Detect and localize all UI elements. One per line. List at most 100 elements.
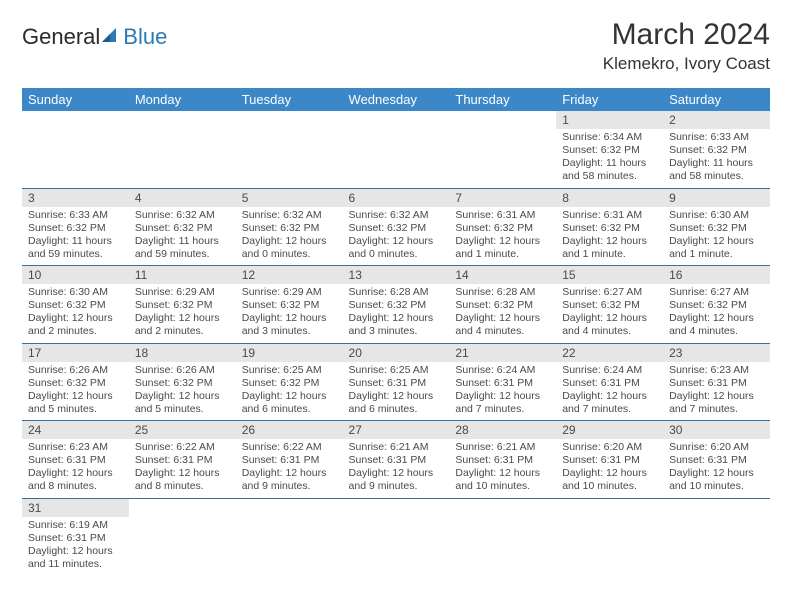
calendar-day-cell: 8Sunrise: 6:31 AMSunset: 6:32 PMDaylight…: [556, 188, 663, 266]
sunrise-text: Sunrise: 6:27 AM: [562, 286, 657, 299]
sunrise-text: Sunrise: 6:33 AM: [28, 209, 123, 222]
calendar-day-cell: [22, 111, 129, 188]
day-info: Sunrise: 6:27 AMSunset: 6:32 PMDaylight:…: [663, 284, 770, 343]
daylight-text: Daylight: 11 hours and 59 minutes.: [28, 235, 123, 261]
day-number: 20: [343, 344, 450, 362]
sunrise-text: Sunrise: 6:29 AM: [242, 286, 337, 299]
daylight-text: Daylight: 12 hours and 1 minute.: [562, 235, 657, 261]
daylight-text: Daylight: 12 hours and 7 minutes.: [562, 390, 657, 416]
day-number: 28: [449, 421, 556, 439]
sunrise-text: Sunrise: 6:28 AM: [349, 286, 444, 299]
day-info: Sunrise: 6:25 AMSunset: 6:31 PMDaylight:…: [343, 362, 450, 421]
sunset-text: Sunset: 6:31 PM: [135, 454, 230, 467]
daylight-text: Daylight: 11 hours and 59 minutes.: [135, 235, 230, 261]
calendar-week-row: 31Sunrise: 6:19 AMSunset: 6:31 PMDayligh…: [22, 498, 770, 575]
daylight-text: Daylight: 12 hours and 11 minutes.: [28, 545, 123, 571]
sunrise-text: Sunrise: 6:21 AM: [455, 441, 550, 454]
day-info: Sunrise: 6:24 AMSunset: 6:31 PMDaylight:…: [449, 362, 556, 421]
daylight-text: Daylight: 12 hours and 9 minutes.: [349, 467, 444, 493]
sunset-text: Sunset: 6:32 PM: [135, 377, 230, 390]
sunset-text: Sunset: 6:32 PM: [242, 222, 337, 235]
day-info: Sunrise: 6:23 AMSunset: 6:31 PMDaylight:…: [22, 439, 129, 498]
calendar-day-cell: 31Sunrise: 6:19 AMSunset: 6:31 PMDayligh…: [22, 498, 129, 575]
sunset-text: Sunset: 6:31 PM: [28, 532, 123, 545]
daylight-text: Daylight: 12 hours and 10 minutes.: [669, 467, 764, 493]
calendar-day-cell: [129, 111, 236, 188]
calendar-day-cell: 2Sunrise: 6:33 AMSunset: 6:32 PMDaylight…: [663, 111, 770, 188]
sunrise-text: Sunrise: 6:23 AM: [669, 364, 764, 377]
sunrise-text: Sunrise: 6:32 AM: [242, 209, 337, 222]
day-info: Sunrise: 6:24 AMSunset: 6:31 PMDaylight:…: [556, 362, 663, 421]
calendar-day-cell: [343, 498, 450, 575]
weekday-header-row: Sunday Monday Tuesday Wednesday Thursday…: [22, 88, 770, 111]
daylight-text: Daylight: 12 hours and 5 minutes.: [28, 390, 123, 416]
sunset-text: Sunset: 6:32 PM: [455, 299, 550, 312]
daylight-text: Daylight: 12 hours and 9 minutes.: [242, 467, 337, 493]
day-info: Sunrise: 6:28 AMSunset: 6:32 PMDaylight:…: [449, 284, 556, 343]
day-info: Sunrise: 6:33 AMSunset: 6:32 PMDaylight:…: [663, 129, 770, 188]
sunrise-text: Sunrise: 6:34 AM: [562, 131, 657, 144]
day-number: 8: [556, 189, 663, 207]
calendar-day-cell: 29Sunrise: 6:20 AMSunset: 6:31 PMDayligh…: [556, 421, 663, 499]
day-info: Sunrise: 6:29 AMSunset: 6:32 PMDaylight:…: [129, 284, 236, 343]
logo: General Blue: [22, 18, 167, 50]
day-number: 11: [129, 266, 236, 284]
day-number: 1: [556, 111, 663, 129]
sunset-text: Sunset: 6:31 PM: [669, 377, 764, 390]
sunset-text: Sunset: 6:32 PM: [562, 222, 657, 235]
daylight-text: Daylight: 12 hours and 0 minutes.: [349, 235, 444, 261]
sunset-text: Sunset: 6:31 PM: [562, 377, 657, 390]
day-number: 5: [236, 189, 343, 207]
calendar-day-cell: 15Sunrise: 6:27 AMSunset: 6:32 PMDayligh…: [556, 266, 663, 344]
location: Klemekro, Ivory Coast: [603, 54, 770, 74]
calendar-day-cell: 27Sunrise: 6:21 AMSunset: 6:31 PMDayligh…: [343, 421, 450, 499]
sunrise-text: Sunrise: 6:24 AM: [455, 364, 550, 377]
sunrise-text: Sunrise: 6:24 AM: [562, 364, 657, 377]
sunrise-text: Sunrise: 6:20 AM: [562, 441, 657, 454]
weekday-header: Thursday: [449, 88, 556, 111]
daylight-text: Daylight: 12 hours and 10 minutes.: [562, 467, 657, 493]
sunset-text: Sunset: 6:32 PM: [669, 299, 764, 312]
day-number: 21: [449, 344, 556, 362]
calendar-day-cell: 14Sunrise: 6:28 AMSunset: 6:32 PMDayligh…: [449, 266, 556, 344]
sunset-text: Sunset: 6:31 PM: [28, 454, 123, 467]
sunset-text: Sunset: 6:32 PM: [349, 222, 444, 235]
sunrise-text: Sunrise: 6:19 AM: [28, 519, 123, 532]
calendar-day-cell: 28Sunrise: 6:21 AMSunset: 6:31 PMDayligh…: [449, 421, 556, 499]
sunrise-text: Sunrise: 6:22 AM: [135, 441, 230, 454]
day-info: Sunrise: 6:30 AMSunset: 6:32 PMDaylight:…: [22, 284, 129, 343]
day-info: Sunrise: 6:30 AMSunset: 6:32 PMDaylight:…: [663, 207, 770, 266]
sunrise-text: Sunrise: 6:22 AM: [242, 441, 337, 454]
calendar-day-cell: 7Sunrise: 6:31 AMSunset: 6:32 PMDaylight…: [449, 188, 556, 266]
calendar-day-cell: 21Sunrise: 6:24 AMSunset: 6:31 PMDayligh…: [449, 343, 556, 421]
day-info: Sunrise: 6:32 AMSunset: 6:32 PMDaylight:…: [129, 207, 236, 266]
sunrise-text: Sunrise: 6:28 AM: [455, 286, 550, 299]
daylight-text: Daylight: 11 hours and 58 minutes.: [562, 157, 657, 183]
day-info: Sunrise: 6:22 AMSunset: 6:31 PMDaylight:…: [129, 439, 236, 498]
day-number: 6: [343, 189, 450, 207]
day-number: 10: [22, 266, 129, 284]
sunrise-text: Sunrise: 6:26 AM: [135, 364, 230, 377]
sunset-text: Sunset: 6:32 PM: [562, 144, 657, 157]
calendar-week-row: 1 Sunrise: 6:34 AMSunset: 6:32 PMDaylight…: [22, 111, 770, 188]
daylight-text: Daylight: 12 hours and 3 minutes.: [349, 312, 444, 338]
weekday-header: Friday: [556, 88, 663, 111]
sunset-text: Sunset: 6:32 PM: [135, 222, 230, 235]
calendar-week-row: 3Sunrise: 6:33 AMSunset: 6:32 PMDaylight…: [22, 188, 770, 266]
day-number: 14: [449, 266, 556, 284]
sunrise-text: Sunrise: 6:31 AM: [455, 209, 550, 222]
daylight-text: Daylight: 12 hours and 1 minute.: [669, 235, 764, 261]
weekday-header: Monday: [129, 88, 236, 111]
daylight-text: Daylight: 12 hours and 0 minutes.: [242, 235, 337, 261]
weekday-header: Saturday: [663, 88, 770, 111]
sunrise-text: Sunrise: 6:25 AM: [242, 364, 337, 377]
day-info: Sunrise: 6:27 AMSunset: 6:32 PMDaylight:…: [556, 284, 663, 343]
day-info: Sunrise: 6:26 AMSunset: 6:32 PMDaylight:…: [129, 362, 236, 421]
sunset-text: Sunset: 6:31 PM: [349, 377, 444, 390]
logo-sail-icon: [102, 24, 122, 50]
calendar-day-cell: 17Sunrise: 6:26 AMSunset: 6:32 PMDayligh…: [22, 343, 129, 421]
day-number: 25: [129, 421, 236, 439]
day-number: 30: [663, 421, 770, 439]
daylight-text: Daylight: 12 hours and 7 minutes.: [669, 390, 764, 416]
day-number: 7: [449, 189, 556, 207]
